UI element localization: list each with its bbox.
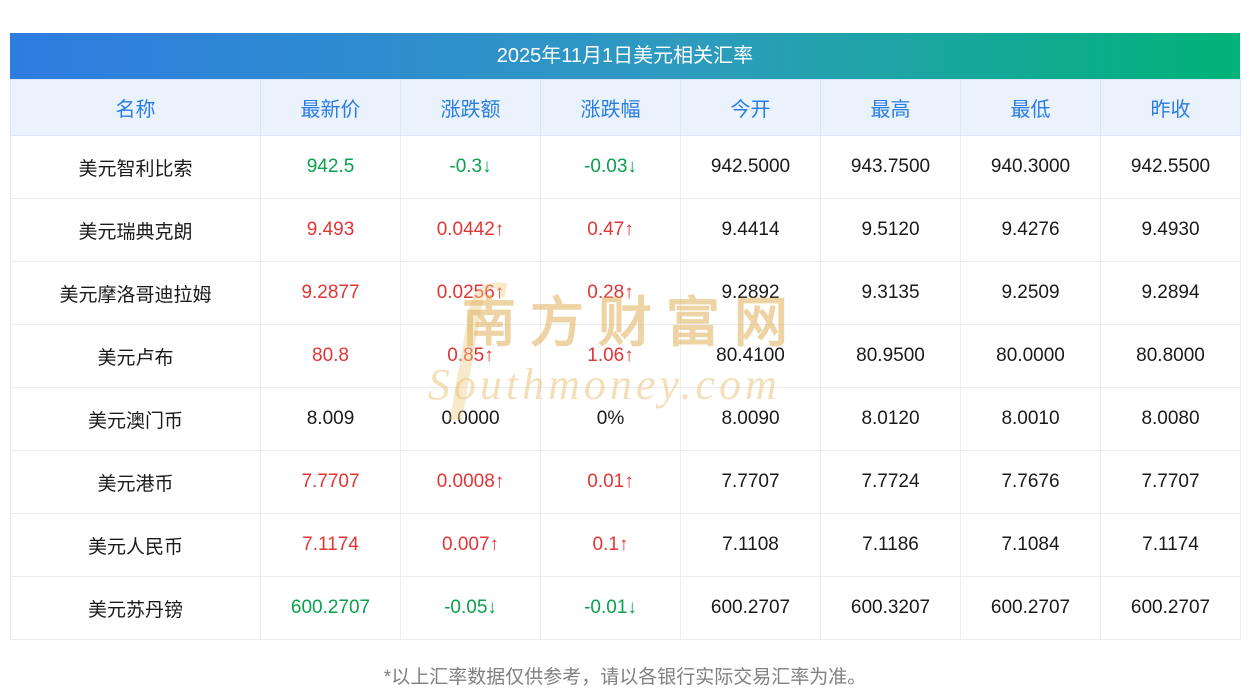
- high-price: 7.7724: [820, 450, 961, 514]
- page-title: 2025年11月1日美元相关汇率: [10, 33, 1240, 79]
- low-price: 940.3000: [960, 135, 1101, 199]
- table-row: 美元瑞典克朗 9.493 0.0442↑ 0.47↑ 9.4414 9.5120…: [10, 198, 1241, 262]
- open-price: 9.4414: [680, 198, 821, 262]
- open-price: 942.5000: [680, 135, 821, 199]
- change-amount: 0.0008↑: [400, 450, 541, 514]
- header-change-pct: 涨跌幅: [540, 79, 681, 136]
- prev-close-price: 9.2894: [1100, 261, 1241, 325]
- low-price: 600.2707: [960, 576, 1101, 640]
- low-price: 9.2509: [960, 261, 1101, 325]
- table-header-row: 名称 最新价 涨跌额 涨跌幅 今开 最高 最低 昨收: [10, 79, 1241, 136]
- low-price: 8.0010: [960, 387, 1101, 451]
- high-price: 8.0120: [820, 387, 961, 451]
- latest-price: 942.5: [260, 135, 401, 199]
- change-amount: 0.85↑: [400, 324, 541, 388]
- change-percent: 0%: [540, 387, 681, 451]
- open-price: 80.4100: [680, 324, 821, 388]
- change-percent: -0.03↓: [540, 135, 681, 199]
- change-percent: 0.47↑: [540, 198, 681, 262]
- open-price: 600.2707: [680, 576, 821, 640]
- table-row: 美元港币 7.7707 0.0008↑ 0.01↑ 7.7707 7.7724 …: [10, 450, 1241, 514]
- header-high: 最高: [820, 79, 961, 136]
- change-percent: 0.28↑: [540, 261, 681, 325]
- open-price: 8.0090: [680, 387, 821, 451]
- latest-price: 7.7707: [260, 450, 401, 514]
- high-price: 600.3207: [820, 576, 961, 640]
- low-price: 7.1084: [960, 513, 1101, 577]
- latest-price: 600.2707: [260, 576, 401, 640]
- change-percent: 0.01↑: [540, 450, 681, 514]
- header-change: 涨跌额: [400, 79, 541, 136]
- prev-close-price: 80.8000: [1100, 324, 1241, 388]
- open-price: 7.7707: [680, 450, 821, 514]
- header-prev-close: 昨收: [1100, 79, 1241, 136]
- change-amount: 0.0442↑: [400, 198, 541, 262]
- latest-price: 7.1174: [260, 513, 401, 577]
- prev-close-price: 7.7707: [1100, 450, 1241, 514]
- exchange-rate-table: 名称 最新价 涨跌额 涨跌幅 今开 最高 最低 昨收 美元智利比索 942.5 …: [10, 79, 1241, 640]
- prev-close-price: 7.1174: [1100, 513, 1241, 577]
- table-row: 美元人民币 7.1174 0.007↑ 0.1↑ 7.1108 7.1186 7…: [10, 513, 1241, 577]
- high-price: 80.9500: [820, 324, 961, 388]
- change-amount: -0.3↓: [400, 135, 541, 199]
- high-price: 7.1186: [820, 513, 961, 577]
- table-row: 美元澳门币 8.009 0.0000 0% 8.0090 8.0120 8.00…: [10, 387, 1241, 451]
- latest-price: 8.009: [260, 387, 401, 451]
- pair-name: 美元瑞典克朗: [10, 198, 261, 262]
- table-row: 美元苏丹镑 600.2707 -0.05↓ -0.01↓ 600.2707 60…: [10, 576, 1241, 640]
- low-price: 80.0000: [960, 324, 1101, 388]
- open-price: 9.2892: [680, 261, 821, 325]
- pair-name: 美元卢布: [10, 324, 261, 388]
- prev-close-price: 9.4930: [1100, 198, 1241, 262]
- exchange-rate-page: 2025年11月1日美元相关汇率 名称 最新价 涨跌额 涨跌幅 今开 最高 最低…: [10, 0, 1241, 689]
- high-price: 9.3135: [820, 261, 961, 325]
- table-row: 美元摩洛哥迪拉姆 9.2877 0.0256↑ 0.28↑ 9.2892 9.3…: [10, 261, 1241, 325]
- prev-close-price: 600.2707: [1100, 576, 1241, 640]
- change-percent: -0.01↓: [540, 576, 681, 640]
- pair-name: 美元港币: [10, 450, 261, 514]
- high-price: 9.5120: [820, 198, 961, 262]
- pair-name: 美元澳门币: [10, 387, 261, 451]
- change-amount: 0.0256↑: [400, 261, 541, 325]
- low-price: 9.4276: [960, 198, 1101, 262]
- high-price: 943.7500: [820, 135, 961, 199]
- prev-close-price: 8.0080: [1100, 387, 1241, 451]
- change-amount: 0.0000: [400, 387, 541, 451]
- disclaimer-text: *以上汇率数据仅供参考，请以各银行实际交易汇率为准。: [383, 667, 867, 688]
- table-row: 美元智利比索 942.5 -0.3↓ -0.03↓ 942.5000 943.7…: [10, 135, 1241, 199]
- latest-price: 80.8: [260, 324, 401, 388]
- header-open: 今开: [680, 79, 821, 136]
- header-low: 最低: [960, 79, 1101, 136]
- open-price: 7.1108: [680, 513, 821, 577]
- pair-name: 美元人民币: [10, 513, 261, 577]
- low-price: 7.7676: [960, 450, 1101, 514]
- change-amount: 0.007↑: [400, 513, 541, 577]
- pair-name: 美元苏丹镑: [10, 576, 261, 640]
- change-percent: 0.1↑: [540, 513, 681, 577]
- change-amount: -0.05↓: [400, 576, 541, 640]
- pair-name: 美元摩洛哥迪拉姆: [10, 261, 261, 325]
- header-latest: 最新价: [260, 79, 401, 136]
- latest-price: 9.2877: [260, 261, 401, 325]
- prev-close-price: 942.5500: [1100, 135, 1241, 199]
- header-name: 名称: [10, 79, 261, 136]
- pair-name: 美元智利比索: [10, 135, 261, 199]
- change-percent: 1.06↑: [540, 324, 681, 388]
- table-row: 美元卢布 80.8 0.85↑ 1.06↑ 80.4100 80.9500 80…: [10, 324, 1241, 388]
- latest-price: 9.493: [260, 198, 401, 262]
